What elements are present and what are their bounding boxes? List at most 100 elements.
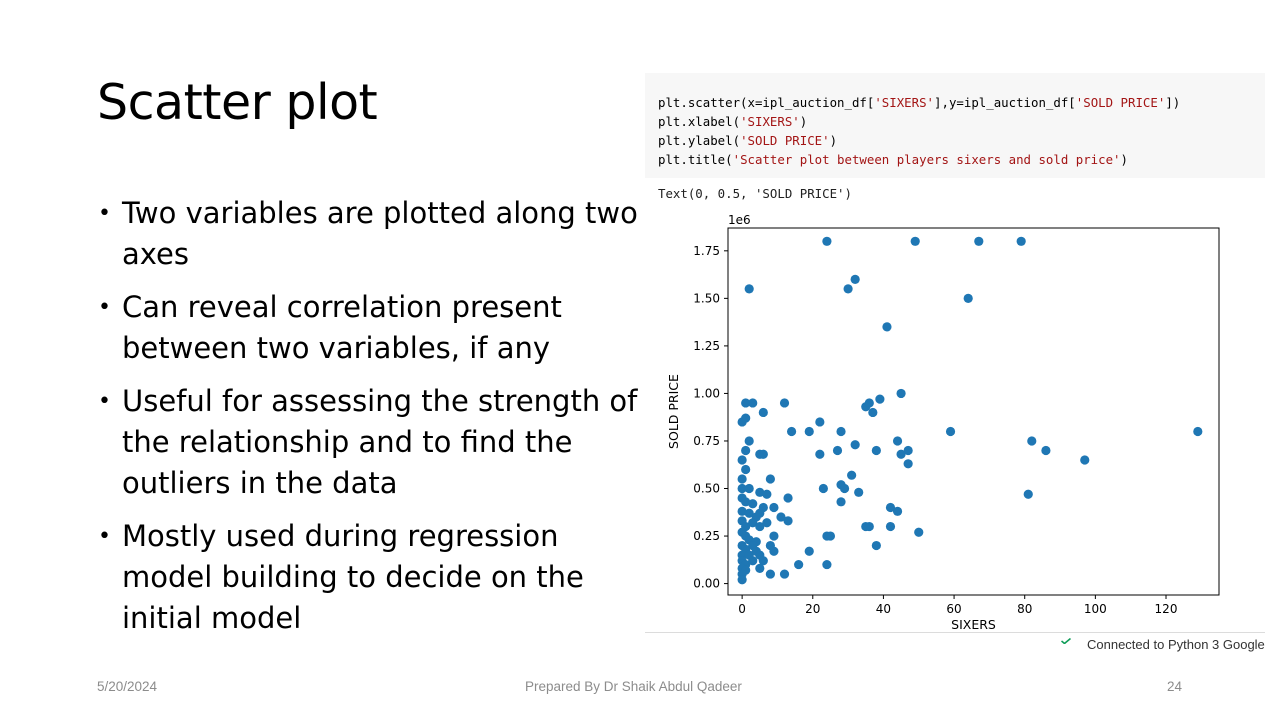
data-point (882, 322, 892, 332)
connection-status[interactable]: Connected to Python 3 Google (1087, 637, 1265, 652)
data-point (748, 556, 758, 566)
y-tick-label: 1.25 (693, 339, 720, 353)
cell-output-text: Text(0, 0.5, 'SOLD PRICE') (658, 186, 852, 201)
y-tick-label: 1.75 (693, 244, 720, 258)
footer-date: 5/20/2024 (97, 679, 158, 694)
data-point (737, 474, 747, 484)
data-point (903, 445, 913, 456)
y-tick-label: 0.75 (693, 434, 720, 448)
data-point (822, 236, 832, 246)
x-axis-label: SIXERS (951, 617, 996, 632)
data-point (896, 388, 906, 399)
slide-title: Scatter plot (97, 74, 378, 131)
data-point (794, 559, 804, 570)
data-point (744, 483, 754, 494)
data-point (783, 493, 793, 503)
data-point (804, 546, 814, 556)
data-point (765, 474, 775, 484)
data-point (755, 563, 765, 573)
data-point (1193, 426, 1203, 437)
data-point (741, 445, 751, 456)
bullet-item: • Two variables are plotted along two axe… (98, 193, 643, 275)
data-point (755, 508, 765, 518)
data-point (765, 569, 775, 579)
data-point (1080, 455, 1090, 465)
y-tick-label: 1.00 (693, 386, 720, 400)
data-point (779, 569, 790, 579)
data-point (836, 426, 846, 437)
data-point (843, 284, 853, 294)
bullet-text: Useful for assessing the strength of the… (122, 384, 638, 500)
data-point (748, 499, 758, 509)
status-bar: Connected to Python 3 Google (645, 632, 1265, 653)
data-point (744, 284, 754, 294)
x-tick-label: 0 (738, 602, 746, 616)
data-point (885, 521, 896, 532)
data-point (818, 483, 828, 494)
x-tick-label: 80 (1017, 602, 1032, 616)
footer-author: Prepared By Dr Shaik Abdul Qadeer (525, 679, 742, 694)
bullet-item: • Mostly used during regression model bu… (98, 516, 643, 639)
data-point (875, 394, 885, 404)
footer-page-number: 24 (1167, 679, 1183, 694)
data-point (885, 502, 896, 513)
data-point (758, 556, 768, 566)
data-point (864, 398, 874, 408)
data-point (871, 445, 881, 456)
data-point (836, 497, 846, 507)
data-point (762, 489, 772, 499)
data-point (832, 445, 843, 456)
bullet-text: Mostly used during regression model buil… (122, 519, 584, 635)
data-point (786, 426, 797, 437)
data-point (963, 293, 973, 303)
data-point (769, 531, 779, 541)
data-point (737, 483, 747, 494)
data-point (815, 449, 825, 459)
data-point (974, 236, 984, 246)
data-point (1027, 436, 1037, 446)
y-tick-label: 0.50 (693, 482, 720, 496)
code-cell[interactable]: plt.scatter(x=ipl_auction_df['SIXERS'],y… (645, 73, 1265, 178)
y-offset-label: 1e6 (728, 213, 751, 227)
code-line: plt.xlabel('SIXERS') (658, 114, 808, 129)
data-point (910, 236, 920, 246)
data-point (741, 464, 751, 475)
data-point (815, 417, 825, 427)
data-point (871, 540, 881, 551)
data-point (776, 512, 786, 522)
data-point (755, 521, 765, 532)
data-point (839, 483, 850, 494)
data-point (1023, 489, 1033, 499)
bullet-dot-icon: • (98, 524, 111, 549)
data-point (741, 413, 751, 423)
notebook-screenshot: plt.scatter(x=ipl_auction_df['SIXERS'],y… (645, 73, 1265, 653)
x-tick-label: 20 (805, 602, 820, 616)
x-tick-label: 100 (1084, 602, 1107, 616)
data-point (783, 516, 793, 526)
data-point (1041, 445, 1051, 456)
data-point (1016, 236, 1026, 246)
data-point (748, 518, 758, 528)
bullet-dot-icon: • (98, 295, 111, 320)
data-point (769, 502, 779, 513)
data-point (914, 527, 924, 537)
data-point (741, 497, 751, 507)
check-icon (1061, 638, 1071, 644)
data-point (945, 426, 956, 437)
scatter-chart: 0 20 40 60 80 100 120 0.00 0.25 0.50 0.75 1.00 1.25 1… (666, 213, 1220, 632)
data-point (755, 487, 765, 497)
bullet-dot-icon: • (98, 389, 111, 414)
data-point (850, 440, 860, 450)
data-point (762, 518, 772, 528)
bullet-text: Can reveal correlation present between t… (122, 290, 562, 365)
data-point (737, 575, 747, 585)
code-line: plt.scatter(x=ipl_auction_df['SIXERS'],y… (658, 95, 1181, 110)
data-point (868, 407, 878, 418)
x-tick-label: 120 (1155, 602, 1178, 616)
x-tick-label: 40 (876, 602, 891, 616)
data-point (744, 508, 754, 518)
bullet-list: • Two variables are plotted along two axe… (98, 193, 643, 651)
data-point (737, 506, 747, 516)
data-point (864, 521, 874, 532)
y-tick-label: 0.25 (693, 529, 720, 543)
